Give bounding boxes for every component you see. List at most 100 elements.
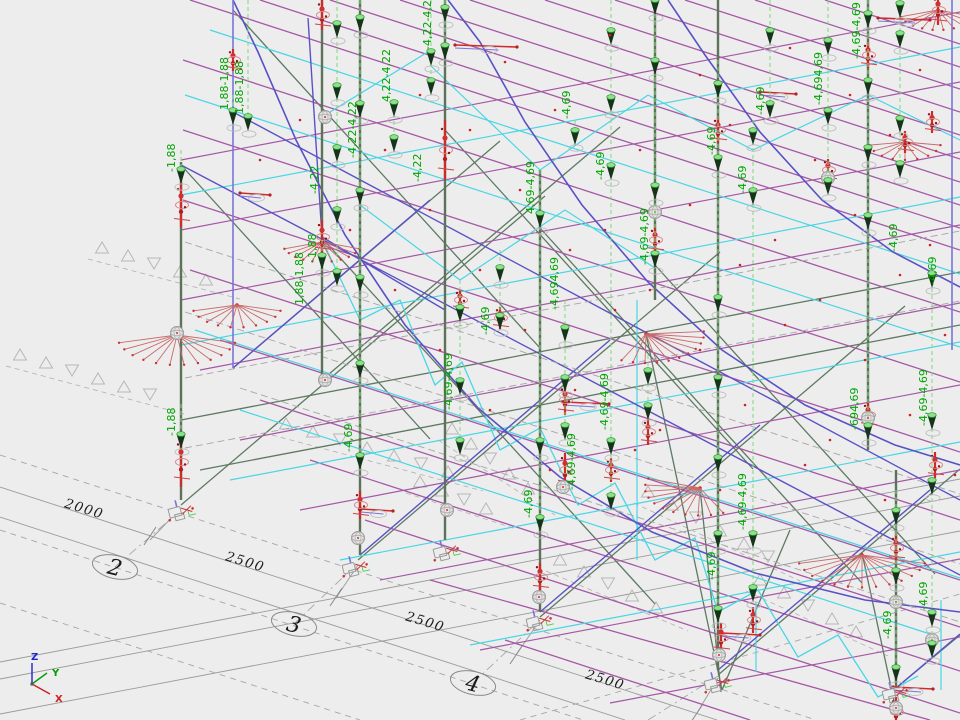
bracing-cyan-line [459, 209, 566, 281]
load-value-label: -4,69 [917, 582, 930, 610]
purlin-magenta-line [309, 459, 960, 672]
fan-ray-node [667, 359, 670, 362]
load-arrow [823, 40, 833, 55]
cluster-tail [225, 66, 243, 70]
support-block [341, 562, 357, 575]
frame-olive-line [645, 333, 723, 691]
fan-ray-node [702, 336, 705, 339]
member-node-dot [503, 60, 507, 64]
fan-ray-node [821, 579, 824, 582]
connector-offset-line [759, 94, 786, 98]
load-arrow [606, 97, 616, 112]
joint-sphere-band [559, 480, 567, 494]
load-arrow-cap [895, 0, 905, 6]
fan-cable-ray [124, 334, 178, 350]
node-loop [604, 179, 620, 187]
load-arrow-cap [863, 77, 873, 83]
load-value-label: -4,69-4,69 [917, 369, 930, 426]
cluster-dot [355, 494, 359, 497]
fan-cable-ray [645, 333, 658, 363]
fan-ray-node [931, 28, 934, 32]
load-arrow-cap [243, 113, 253, 119]
fan-cable-ray [645, 484, 701, 489]
joint-sphere-band [535, 590, 543, 604]
load-arrow [713, 457, 723, 472]
joint-sphere-node [867, 417, 869, 419]
cluster-dot [317, 3, 321, 6]
connector-node [238, 191, 242, 195]
load-value-label: -1,88 [306, 234, 319, 262]
purlin-magenta-line [259, 399, 960, 628]
node-loop [604, 44, 620, 52]
fan-ray-node [347, 255, 350, 259]
panel-triangle [624, 589, 640, 602]
joint-sphere-band [318, 113, 332, 121]
load-arrow-cap [891, 664, 901, 670]
load-arrow [895, 118, 905, 133]
load-arrow [243, 116, 253, 131]
member-node-dot [828, 438, 832, 442]
support-block [438, 552, 451, 562]
fan-cable-ray [284, 241, 323, 250]
load-value-label: 1,88-1,88 [218, 57, 231, 110]
frame-violet-line [307, 17, 323, 238]
node-loop [925, 626, 941, 634]
load-arrow [863, 425, 873, 440]
fan-ray-node [803, 568, 806, 572]
node-loop [641, 419, 657, 427]
panel-triangle [478, 502, 494, 515]
node-loop [648, 199, 664, 207]
cable-fans [117, 8, 960, 589]
node-loop [711, 547, 727, 555]
node-loop [925, 494, 941, 502]
node-loop [821, 124, 837, 132]
load-arrow [891, 510, 901, 525]
node-loop [353, 377, 369, 385]
arch-beam [232, 0, 960, 613]
connector-offset-line [877, 20, 915, 24]
frame-olive-line [539, 305, 906, 618]
cluster-dot [650, 229, 654, 233]
member-node-dot [698, 73, 702, 77]
fan-cable-ray [198, 304, 238, 318]
band-guide-dash [87, 258, 241, 300]
fan-ray-node [279, 309, 282, 313]
node-loop [353, 469, 369, 477]
fan-cable-ray [176, 334, 222, 356]
panel-triangle [824, 612, 840, 625]
bracing-cyan-line [184, 94, 960, 348]
member-node-dot [633, 448, 637, 452]
load-arrow-cap [389, 134, 399, 140]
load-arrow [355, 103, 365, 118]
load-arrow [355, 363, 365, 378]
fan-cable-ray [900, 9, 939, 18]
panel-triangle [64, 364, 80, 377]
fan-ray-node [643, 361, 647, 365]
axis-x-line [31, 683, 51, 695]
cluster-loop [316, 233, 330, 241]
bracing-cyan-line [209, 29, 960, 275]
load-arrow [606, 30, 616, 45]
cluster-node [935, 1, 941, 7]
panel-triangle [760, 550, 776, 563]
node-loop [889, 584, 905, 592]
cluster-dot [716, 626, 720, 629]
connector-bar [759, 91, 797, 95]
frame-olive-line [321, 237, 656, 605]
purlin-magenta-line [329, 0, 960, 206]
load-arrow [748, 190, 758, 205]
member-node-dot [738, 263, 742, 267]
load-arrow [606, 495, 616, 510]
node-loop [453, 394, 469, 402]
panel-triangle [444, 422, 460, 435]
load-arrow [927, 480, 937, 495]
cluster-dot [183, 206, 187, 209]
connector-node [515, 45, 519, 49]
load-arrow [176, 434, 186, 449]
fan-ray-node [209, 358, 212, 362]
panel-triangle [736, 537, 752, 550]
bracing-cyan-line [239, 409, 931, 635]
load-arrow-cap [317, 252, 327, 258]
